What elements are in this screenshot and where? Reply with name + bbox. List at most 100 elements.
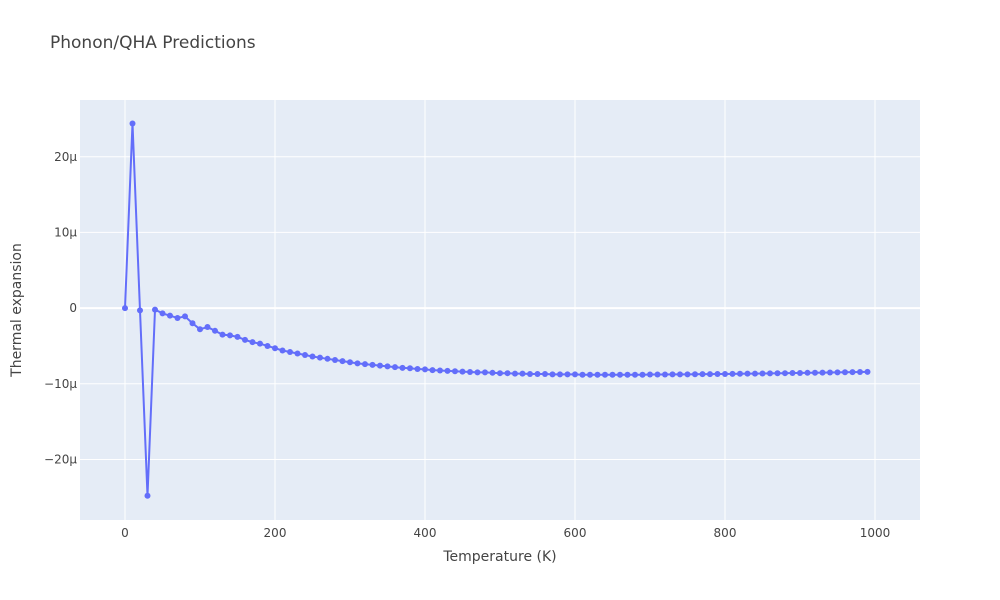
data-point[interactable] [317,354,323,361]
data-point[interactable] [527,370,533,377]
data-point[interactable] [279,347,286,354]
data-point[interactable] [264,342,271,349]
data-point[interactable] [309,353,316,360]
data-point[interactable] [287,349,293,355]
data-point[interactable] [189,320,196,327]
data-point[interactable] [182,313,188,320]
data-point[interactable] [437,367,443,374]
data-point[interactable] [842,369,848,376]
data-point[interactable] [587,371,593,378]
data-point[interactable] [714,371,721,378]
data-point[interactable] [774,370,781,377]
data-point[interactable] [594,371,601,378]
data-point[interactable] [617,371,623,378]
data-point[interactable] [324,355,331,362]
data-point[interactable] [519,370,526,377]
data-point[interactable] [534,370,541,377]
data-point[interactable] [137,307,143,314]
data-point[interactable] [782,370,788,377]
data-point[interactable] [639,371,646,378]
data-point[interactable] [197,326,203,333]
data-point[interactable] [602,371,608,378]
data-point[interactable] [347,359,353,366]
data-point[interactable] [227,332,233,339]
data-point[interactable] [864,368,871,375]
data-point[interactable] [144,492,151,499]
data-point[interactable] [699,371,706,378]
data-point[interactable] [819,369,826,376]
data-point[interactable] [369,361,376,368]
data-point[interactable] [234,333,241,340]
data-point[interactable] [159,310,166,317]
data-point[interactable] [857,369,863,376]
data-point[interactable] [497,370,503,377]
data-point[interactable] [542,370,548,377]
data-point[interactable] [354,360,361,367]
data-point[interactable] [737,370,743,377]
data-point[interactable] [204,324,211,331]
data-point[interactable] [152,306,158,313]
data-point[interactable] [429,367,436,374]
data-point[interactable] [242,336,248,343]
data-point[interactable] [332,356,338,363]
data-point[interactable] [459,368,466,375]
data-point[interactable] [662,371,668,378]
data-point[interactable] [392,364,398,371]
data-point[interactable] [167,312,173,319]
data-point[interactable] [669,371,676,378]
data-point[interactable] [482,369,488,376]
data-point[interactable] [579,371,586,378]
data-point[interactable] [609,371,616,378]
data-point[interactable] [752,370,758,377]
data-point[interactable] [677,371,683,378]
data-point[interactable] [834,369,841,376]
data-point[interactable] [804,369,811,376]
data-point[interactable] [302,352,308,359]
data-point[interactable] [489,369,496,376]
data-point[interactable] [849,369,856,376]
data-point[interactable] [684,371,691,378]
data-point[interactable] [564,371,571,378]
data-point[interactable] [474,369,481,376]
data-point[interactable] [174,314,181,321]
data-point[interactable] [452,368,458,375]
data-point[interactable] [122,305,128,312]
data-point[interactable] [384,363,391,370]
data-point[interactable] [249,339,256,346]
data-point[interactable] [759,370,766,377]
data-point[interactable] [789,370,796,377]
data-point[interactable] [219,331,226,338]
data-point[interactable] [692,371,698,378]
data-point[interactable] [729,370,736,377]
data-point[interactable] [557,371,563,378]
data-point[interactable] [767,370,773,377]
data-point[interactable] [362,361,368,368]
data-point[interactable] [339,358,346,365]
data-point[interactable] [572,371,578,378]
data-point[interactable] [549,371,556,378]
data-point[interactable] [212,327,218,334]
data-point[interactable] [797,369,803,376]
data-point[interactable] [827,369,833,376]
data-point[interactable] [632,371,638,378]
data-point[interactable] [647,371,653,378]
data-point[interactable] [722,370,728,377]
data-point[interactable] [414,366,421,373]
data-point[interactable] [744,370,751,377]
data-point[interactable] [257,340,263,347]
data-point[interactable] [399,364,406,371]
data-point[interactable] [272,345,278,352]
data-point[interactable] [294,350,301,357]
data-point[interactable] [467,369,473,376]
data-point[interactable] [504,370,511,377]
data-point[interactable] [407,365,413,372]
data-point[interactable] [624,371,631,378]
data-point[interactable] [444,367,451,374]
data-point[interactable] [707,371,713,378]
data-point[interactable] [129,120,136,127]
data-point[interactable] [377,362,383,369]
data-point[interactable] [512,370,518,377]
data-point[interactable] [812,369,818,376]
data-point[interactable] [654,371,661,378]
data-point[interactable] [422,366,428,373]
